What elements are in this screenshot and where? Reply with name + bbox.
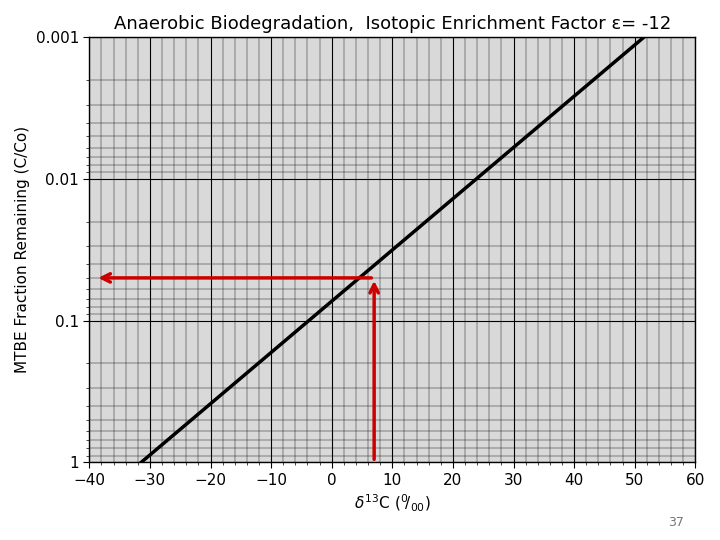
Title: Anaerobic Biodegradation,  Isotopic Enrichment Factor ε= -12: Anaerobic Biodegradation, Isotopic Enric… bbox=[114, 15, 671, 33]
X-axis label: $\delta^{13}$C ($^{0}\!/_{00}$): $\delta^{13}$C ($^{0}\!/_{00}$) bbox=[354, 493, 431, 514]
Text: 37: 37 bbox=[668, 516, 684, 529]
Y-axis label: MTBE Fraction Remaining (C/Co): MTBE Fraction Remaining (C/Co) bbox=[15, 126, 30, 373]
